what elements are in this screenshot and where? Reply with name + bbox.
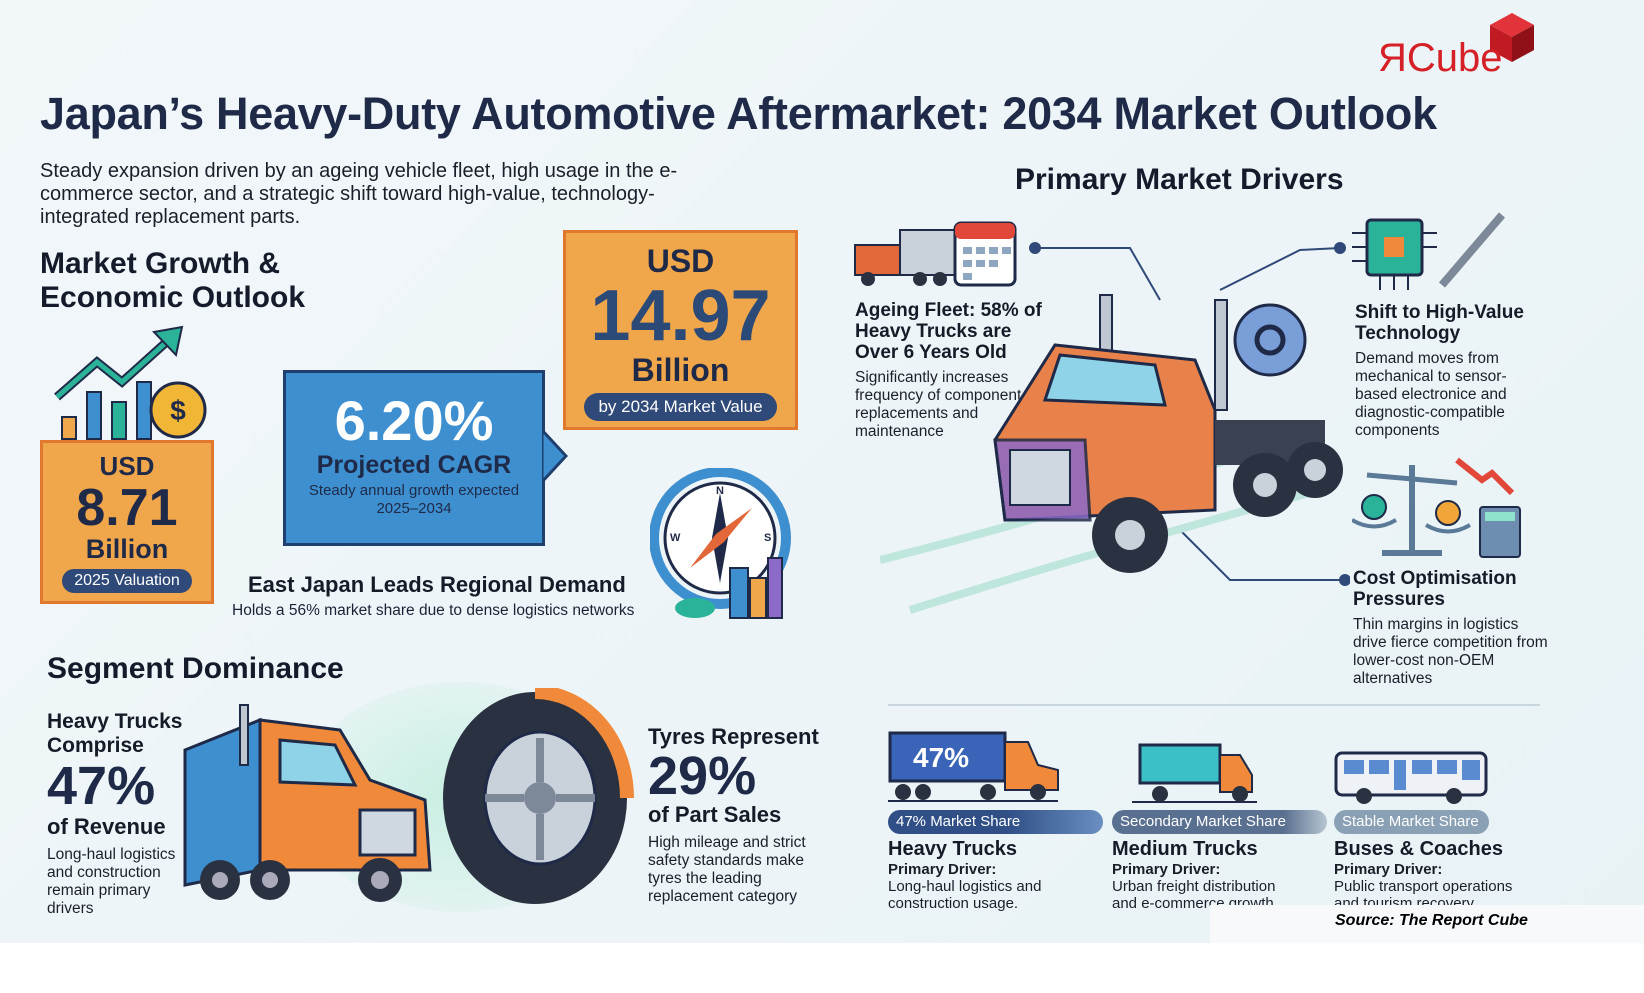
segment-heading: Segment Dominance xyxy=(47,652,344,685)
compass-city-icon: N W S xyxy=(650,468,791,619)
logo: ЯCube xyxy=(1378,10,1538,85)
value-2034-value: 14.97 xyxy=(590,276,771,356)
chip-sensor-icon xyxy=(1352,212,1506,290)
driver-label: Primary Driver: xyxy=(1112,861,1221,878)
svg-text:W: W xyxy=(670,532,681,544)
cagr-value: 6.20% xyxy=(334,389,494,452)
region-title: East Japan Leads Regional Demand xyxy=(248,572,626,597)
tyres-line1: Tyres Represent xyxy=(648,724,819,749)
subtitle: Steady expansion driven by an ageing veh… xyxy=(40,160,678,228)
source-box xyxy=(1210,905,1644,945)
cagr-label: Projected CAGR xyxy=(316,451,512,479)
vehicle-name: Buses & Coaches xyxy=(1334,838,1503,860)
vehicle-buses-coaches: Stable Market Share Buses & Coaches Prim… xyxy=(1334,810,1534,905)
tyre-illustration xyxy=(443,688,634,904)
badge-text: 47% Market Share xyxy=(896,813,1021,830)
market-share-badge: Stable Market Share xyxy=(1334,810,1489,834)
driver-text: Demand moves from mechanical to sensor-b… xyxy=(1355,350,1507,439)
market-share-badge: Secondary Market Share xyxy=(1112,810,1327,834)
growth-chart-icon: $ xyxy=(54,325,207,440)
heavy-line2: Comprise xyxy=(47,734,144,757)
driver-title: Shift to High-Value Technology xyxy=(1355,302,1524,344)
value-2034-label: by 2034 Market Value xyxy=(584,393,777,421)
divider xyxy=(888,704,1540,706)
driver-ageing-fleet: Ageing Fleet: 58% of Heavy Trucks are Ov… xyxy=(855,300,1050,441)
cagr-arrow-icon xyxy=(542,428,568,484)
valuation-2025-unit: Billion xyxy=(85,534,169,564)
tyres-line2: of Part Sales xyxy=(648,802,782,827)
svg-text:S: S xyxy=(764,532,771,544)
badge-text: Secondary Market Share xyxy=(1120,813,1286,830)
tyres-stat: Tyres Represent 29% of Part Sales High m… xyxy=(648,724,828,906)
driver-label: Primary Driver: xyxy=(888,861,997,878)
truck-calendar-icon xyxy=(854,221,1017,287)
cagr-card: 6.20% Projected CAGR Steady annual growt… xyxy=(283,370,545,546)
driver-title: Cost Optimisation Pressures xyxy=(1353,568,1517,610)
logo-text: ЯCube xyxy=(1378,36,1503,80)
value-2034-currency: USD xyxy=(646,243,715,279)
growth-heading: Market Growth & Economic Outlook xyxy=(40,247,306,314)
heavy-value: 47% xyxy=(47,756,156,816)
heavy-truck-graphic-value: 47% xyxy=(913,742,969,773)
drivers-heading: Primary Market Drivers xyxy=(1015,163,1344,196)
driver-title: Ageing Fleet: 58% of Heavy Trucks are Ov… xyxy=(855,300,1042,363)
bus-icon xyxy=(1334,751,1488,804)
driver-text: Public transport operations and tourism … xyxy=(1334,878,1513,905)
vehicle-name: Medium Trucks xyxy=(1112,838,1258,860)
cagr-note: Steady annual growth expected 2025–2034 xyxy=(308,482,520,517)
page-title: Japan’s Heavy-Duty Automotive Aftermarke… xyxy=(40,88,1437,139)
driver-text: Thin margins in logistics drive fierce c… xyxy=(1353,616,1548,687)
tyres-text: High mileage and strict safety standards… xyxy=(648,834,806,905)
valuation-2025-card: USD 8.71 Billion 2025 Valuation xyxy=(40,440,214,604)
valuation-2025-label: 2025 Valuation xyxy=(62,569,192,593)
driver-label: Primary Driver: xyxy=(1334,861,1443,878)
medium-truck-icon xyxy=(1132,743,1257,803)
valuation-2025-currency: USD xyxy=(99,451,155,481)
vehicle-heavy-trucks: 47% Market Share Heavy Trucks Primary Dr… xyxy=(888,810,1103,912)
svg-text:N: N xyxy=(716,485,724,497)
market-share-badge: 47% Market Share xyxy=(888,810,1103,834)
cube-icon xyxy=(1490,13,1534,62)
heavy-truck-icon: 47% xyxy=(888,731,1059,802)
value-2034-unit: Billion xyxy=(631,352,730,388)
central-truck-illustration xyxy=(993,294,1343,573)
heavy-truck-illustration xyxy=(183,704,432,902)
bottom-strip xyxy=(0,943,1644,993)
heavy-text: Long-haul logistics and construction rem… xyxy=(47,846,176,917)
badge-text: Stable Market Share xyxy=(1342,813,1479,830)
source-credit: Source: The Report Cube xyxy=(1335,912,1528,929)
svg-text:$: $ xyxy=(170,395,186,426)
tyres-value: 29% xyxy=(648,746,757,806)
heavy-line1: Heavy Trucks xyxy=(47,710,183,733)
heavy-trucks-stat: Heavy Trucks Comprise 47% of Revenue Lon… xyxy=(47,710,197,918)
heavy-line3: of Revenue xyxy=(47,814,166,839)
vehicle-medium-trucks: Secondary Market Share Medium Trucks Pri… xyxy=(1112,810,1327,912)
driver-high-value-tech: Shift to High-Value Technology Demand mo… xyxy=(1355,302,1540,440)
region-text: Holds a 56% market share due to dense lo… xyxy=(232,602,635,619)
value-2034-card: USD 14.97 Billion by 2034 Market Value xyxy=(563,230,798,430)
valuation-2025-value: 8.71 xyxy=(76,479,178,537)
driver-text: Long-haul logistics and construction usa… xyxy=(888,878,1042,912)
scale-calculator-icon xyxy=(1352,457,1521,558)
vehicle-name: Heavy Trucks xyxy=(888,838,1017,860)
driver-text: Significantly increases frequency of com… xyxy=(855,369,1022,440)
driver-cost-optimisation: Cost Optimisation Pressures Thin margins… xyxy=(1353,568,1548,688)
